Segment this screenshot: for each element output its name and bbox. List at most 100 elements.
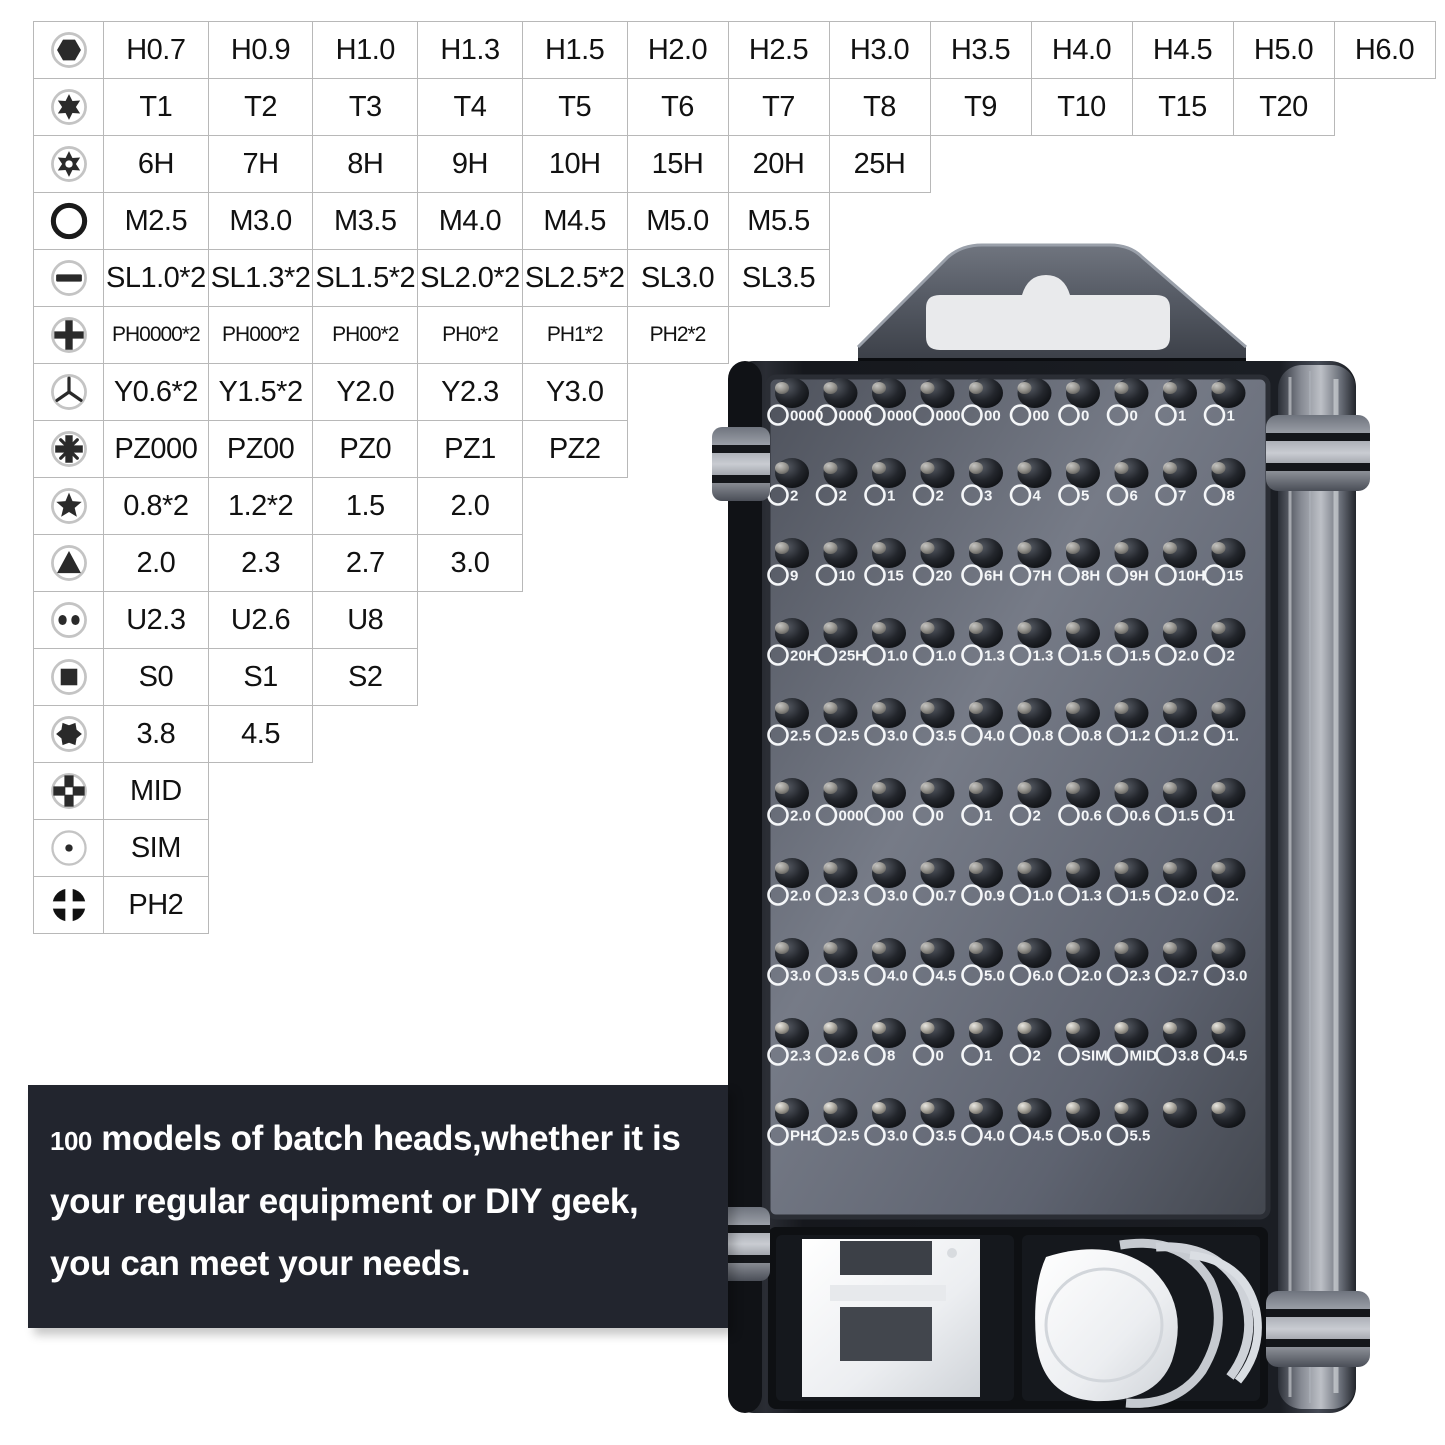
bit-tip bbox=[1066, 1022, 1080, 1034]
spec-cell: 7H bbox=[207, 135, 314, 193]
bit-tip bbox=[823, 782, 838, 794]
bit-tip bbox=[1211, 542, 1226, 554]
spec-cell: M3.0 bbox=[207, 192, 314, 250]
spec-cell-empty bbox=[522, 706, 627, 763]
bit-tip bbox=[872, 782, 886, 794]
bit-tip bbox=[775, 462, 789, 474]
bit-symbol-icon bbox=[1009, 644, 1032, 666]
bit-label: 1.0 bbox=[936, 648, 957, 665]
bit-tip bbox=[775, 382, 789, 394]
spec-row: MID bbox=[33, 762, 1436, 820]
spec-cell: H3.0 bbox=[828, 21, 931, 79]
caption-line-3: you can meet your needs. bbox=[50, 1244, 471, 1284]
bit-tip bbox=[1066, 782, 1080, 794]
spec-cell: Y1.5*2 bbox=[207, 363, 314, 421]
bit-tip bbox=[1114, 382, 1129, 394]
bit-label: 8 bbox=[1227, 488, 1235, 505]
spec-row: SL1.0*2 SL1.3*2 SL1.5*2 SL2.0*2 SL2.5*2 SL3.0… bbox=[33, 249, 1436, 307]
bit-tip bbox=[969, 942, 983, 954]
spec-cell: T5 bbox=[521, 78, 628, 136]
spec-cell: 20H bbox=[727, 135, 830, 193]
spec-cell: H4.0 bbox=[1030, 21, 1133, 79]
spec-cell: SL2.0*2 bbox=[417, 249, 523, 307]
bit-label: 0.8 bbox=[1033, 728, 1054, 745]
bit-symbol-icon bbox=[864, 644, 886, 666]
bit-label: 1.3 bbox=[1033, 648, 1054, 665]
bit-symbol-icon bbox=[1009, 884, 1032, 906]
bit-symbol-icon bbox=[912, 724, 935, 746]
bit-label: 3.0 bbox=[1227, 968, 1248, 985]
triangle-icon bbox=[33, 534, 104, 592]
bit-label: 1.0 bbox=[887, 648, 908, 665]
bit-symbol-icon bbox=[815, 1044, 838, 1066]
spec-cell: PZ1 bbox=[417, 420, 523, 478]
bit-label: 2.0 bbox=[790, 808, 811, 825]
bit-label: 3.5 bbox=[936, 1128, 957, 1145]
spec-cell: U8 bbox=[312, 591, 419, 649]
spec-row: PZ000 PZ00 PZ0 PZ1 PZ2 bbox=[33, 420, 1436, 478]
spec-cell-empty bbox=[522, 763, 627, 820]
spec-row: Y0.6*2 Y1.5*2 Y2.0 Y2.3 Y3.0 bbox=[33, 363, 1436, 421]
spec-cell: 0.8*2 bbox=[103, 477, 209, 535]
bit-symbol-icon bbox=[1009, 1124, 1032, 1146]
bit-symbol-icon bbox=[912, 644, 935, 666]
bit-symbol-icon bbox=[1203, 804, 1226, 826]
bit-symbol-icon bbox=[961, 804, 983, 826]
bit-tip bbox=[823, 382, 838, 394]
bit-label: 10H bbox=[1178, 568, 1206, 585]
bit-label: 7 bbox=[1178, 488, 1186, 505]
bit-label: PH2 bbox=[790, 1128, 819, 1145]
phillips-filled-icon bbox=[33, 876, 104, 934]
bit-label: 2.0 bbox=[1081, 968, 1102, 985]
bit-symbol-icon bbox=[1058, 804, 1080, 826]
spec-cell: T8 bbox=[828, 78, 931, 136]
spec-cell: PH1*2 bbox=[521, 306, 628, 364]
spec-cell-empty bbox=[418, 877, 523, 934]
bit-symbol-icon bbox=[961, 1124, 983, 1146]
spec-cell-empty bbox=[313, 820, 418, 877]
bit-symbol-icon bbox=[1203, 484, 1226, 506]
spec-cell: U2.3 bbox=[103, 591, 209, 649]
spec-cell: MID bbox=[103, 762, 209, 820]
bit-tip bbox=[1017, 702, 1032, 714]
bit-label: 0000 bbox=[790, 408, 823, 425]
bit-label: 10 bbox=[839, 568, 856, 585]
bit-label: 2 bbox=[839, 488, 847, 505]
bit-symbol-icon bbox=[1058, 404, 1080, 426]
spec-cell: T1 bbox=[103, 78, 209, 136]
bit-label: 1.5 bbox=[1130, 888, 1151, 905]
bit-symbol-icon bbox=[815, 564, 838, 586]
bit-label: 4.5 bbox=[1227, 1048, 1248, 1065]
bit-symbol-icon bbox=[864, 964, 886, 986]
bit-symbol-icon bbox=[1009, 804, 1032, 826]
bit-symbol-icon bbox=[1058, 1124, 1080, 1146]
bit-tip bbox=[823, 862, 838, 874]
bit-label: 0 bbox=[936, 1048, 944, 1065]
spec-cell: 10H bbox=[521, 135, 628, 193]
spec-cell: T20 bbox=[1232, 78, 1335, 136]
bit-symbol-icon bbox=[1058, 564, 1080, 586]
bit-tip bbox=[775, 942, 789, 954]
bit-label: 1. bbox=[1227, 728, 1240, 745]
bit-label: 1.3 bbox=[1081, 888, 1102, 905]
bit-label: 3.0 bbox=[887, 888, 908, 905]
spec-cell: H5.0 bbox=[1232, 21, 1335, 79]
bit-tip bbox=[1114, 782, 1129, 794]
bit-label: 1.0 bbox=[1033, 888, 1054, 905]
bit-tip bbox=[823, 1102, 838, 1114]
bit-symbol-icon bbox=[864, 404, 886, 426]
bit-symbol-icon bbox=[815, 484, 838, 506]
magnetizer-block-icon bbox=[802, 1239, 980, 1397]
torx-icon bbox=[33, 78, 104, 136]
bit-symbol-icon bbox=[1058, 484, 1080, 506]
spec-cell-empty bbox=[208, 877, 313, 934]
bit-symbol-icon bbox=[815, 1124, 838, 1146]
phillips-icon bbox=[33, 306, 104, 364]
bit-tip bbox=[969, 782, 983, 794]
torx-security-icon bbox=[33, 135, 104, 193]
spec-cell: T4 bbox=[417, 78, 523, 136]
bit-label: 0.8 bbox=[1081, 728, 1102, 745]
caption-line-1-rest: models of batch heads,whether it is bbox=[101, 1119, 681, 1158]
spec-cell: PH2*2 bbox=[626, 306, 729, 364]
bit-tip bbox=[1017, 542, 1032, 554]
